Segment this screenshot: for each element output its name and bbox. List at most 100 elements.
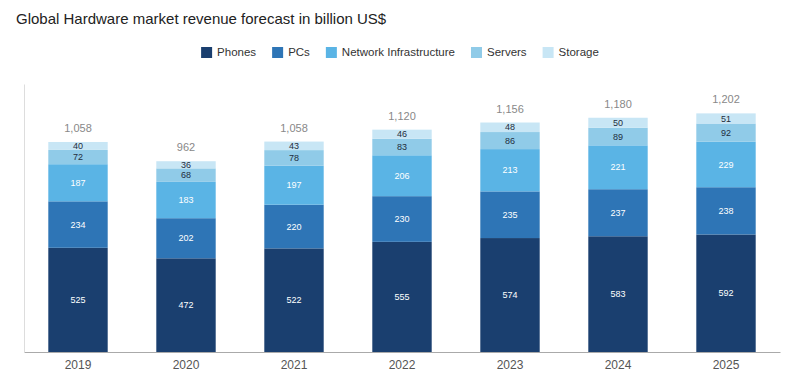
bar [588,236,647,352]
data-label: 89 [613,132,623,142]
data-label: 40 [73,141,83,151]
data-label: 183 [178,195,193,205]
legend-item: Servers [471,46,527,58]
bar [372,242,431,352]
chart: Global Hardware market revenue forecast … [0,0,800,380]
data-label: 235 [502,210,517,220]
totals: 1,0589621,0581,1201,1561,1801,202 [64,93,740,153]
data-label: 238 [718,206,733,216]
bar [372,139,431,155]
bars [48,113,755,352]
total-label: 1,058 [280,122,308,134]
bar [48,164,107,201]
bar [588,128,647,146]
bar [372,196,431,242]
series-bars [48,187,755,258]
bar [156,182,215,218]
data-label: 472 [178,300,193,310]
bar [588,145,647,189]
data-label: 592 [718,288,733,298]
y-axis [24,85,25,353]
x-tick: 2020 [173,358,200,372]
total-label: 1,156 [496,103,524,115]
title: Global Hardware market revenue forecast … [16,10,387,27]
data-label: 234 [70,220,85,230]
total-label: 962 [177,141,195,153]
data-label: 221 [610,162,625,172]
bar [696,234,755,352]
data-label: 237 [610,208,625,218]
x-tick-label: 2025 [713,358,740,372]
data-label: 72 [73,152,83,162]
bar [48,150,107,164]
bar [156,168,215,181]
legend-swatch [326,47,337,58]
data-label: 50 [613,118,623,128]
total-label: 1,120 [388,110,416,122]
legend-item: Storage [543,46,599,58]
bar [480,238,539,352]
data-label: 213 [502,165,517,175]
bar [588,118,647,128]
legend-item: Network Infrastructure [326,46,455,58]
x-axis-line [25,352,781,353]
bar [696,142,755,187]
data-label: 197 [286,180,301,190]
bar [48,248,107,352]
legend-label: PCs [288,46,310,58]
x-tick-label: 2019 [65,358,92,372]
total-label: 1,180 [604,98,632,110]
bar [264,166,323,205]
data-label: 51 [721,114,731,124]
data-labels: 5254725225555745835922342022202302352372… [70,114,733,311]
legend-label: Storage [559,46,599,58]
legend-swatch [201,47,212,58]
bar [156,258,215,352]
legend-label: Servers [487,46,527,58]
data-label: 36 [181,160,191,170]
bar [264,150,323,165]
total-label: 1,058 [64,122,92,134]
bar [480,123,539,133]
legend-item: Phones [201,46,256,58]
data-label: 46 [397,129,407,139]
data-label: 206 [394,171,409,181]
data-label: 86 [505,136,515,146]
legend-swatch [272,47,283,58]
bar [696,124,755,142]
legend-label: Network Infrastructure [342,46,455,58]
data-label: 583 [610,289,625,299]
data-label: 78 [289,153,299,163]
data-label: 43 [289,141,299,151]
legend-swatch [471,47,482,58]
data-label: 230 [394,214,409,224]
x-tick: 2019 [65,358,92,372]
y-axis-line [24,85,25,353]
x-tick: 2022 [389,358,416,372]
bar [480,191,539,238]
series-bars [48,234,755,352]
x-tick: 2024 [605,358,632,372]
bar [696,187,755,234]
x-axis: 2019 2020 2021 2022 2023 2024 2025 [25,353,781,372]
x-tick-label: 2023 [497,358,524,372]
bar [588,189,647,236]
data-label: 83 [397,142,407,152]
data-label: 202 [178,233,193,243]
bar [156,218,215,258]
x-tick-label: 2021 [281,358,308,372]
data-label: 68 [181,170,191,180]
data-label: 220 [286,222,301,232]
x-tick-label: 2020 [173,358,200,372]
data-label: 187 [70,178,85,188]
data-label: 522 [286,295,301,305]
data-label: 92 [721,128,731,138]
x-tick: 2021 [281,358,308,372]
x-tick: 2023 [497,358,524,372]
legend: Phones PCs Network Infrastructure Servers St… [201,46,599,58]
bar [264,248,323,352]
legend-item: PCs [272,46,310,58]
series-bars [48,124,755,182]
bar [48,201,107,247]
bar [264,205,323,249]
